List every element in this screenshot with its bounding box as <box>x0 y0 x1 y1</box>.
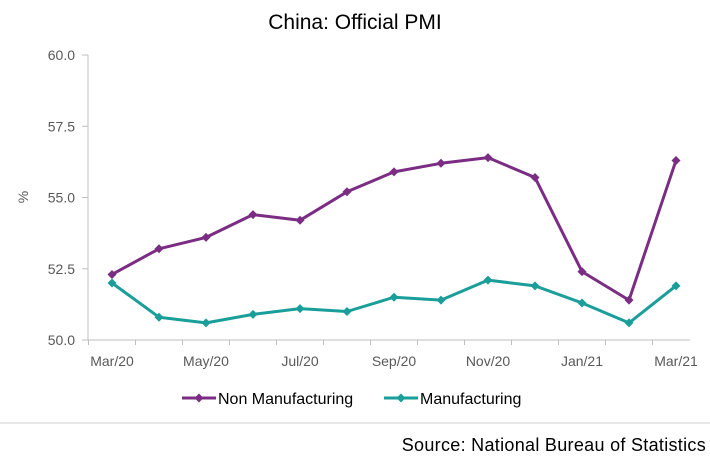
data-point-manufacturing <box>483 275 493 285</box>
y-tick-label: 60.0 <box>48 47 75 63</box>
data-point-manufacturing <box>671 281 681 291</box>
data-point-manufacturing <box>624 318 634 328</box>
x-tick-label: Jan/21 <box>561 353 603 369</box>
data-point-non-manufacturing <box>154 244 164 254</box>
legend: Non Manufacturing Manufacturing <box>182 391 521 408</box>
legend-label-manufacturing: Manufacturing <box>420 391 521 408</box>
y-axis-ticks: 50.0 52.5 55.0 57.5 60.0 <box>48 47 88 348</box>
x-tick-label: Sep/20 <box>372 353 417 369</box>
legend-marker-non-manufacturing <box>194 393 204 403</box>
x-tick-label: Mar/21 <box>654 353 698 369</box>
source-note: Source: National Bureau of Statistics <box>402 435 706 455</box>
data-point-manufacturing <box>154 312 164 322</box>
data-point-manufacturing <box>107 278 117 288</box>
y-tick-label: 57.5 <box>48 118 75 134</box>
y-tick-label: 50.0 <box>48 332 75 348</box>
data-point-manufacturing <box>389 292 399 302</box>
data-point-non-manufacturing <box>248 210 258 220</box>
data-point-non-manufacturing <box>671 155 681 165</box>
data-point-manufacturing <box>342 307 352 316</box>
data-point-manufacturing <box>295 304 305 314</box>
y-tick-label: 55.0 <box>48 190 75 206</box>
chart-title: China: Official PMI <box>268 11 442 34</box>
data-point-non-manufacturing <box>295 215 305 225</box>
x-tick-label: Nov/20 <box>466 353 511 369</box>
legend-marker-manufacturing <box>396 393 406 403</box>
data-point-non-manufacturing <box>342 187 352 197</box>
data-point-non-manufacturing <box>389 167 399 177</box>
data-point-non-manufacturing <box>201 232 211 242</box>
data-point-non-manufacturing <box>107 269 117 279</box>
data-point-manufacturing <box>530 281 540 291</box>
y-axis-label: % <box>15 191 31 203</box>
x-axis-ticks: Mar/20 May/20 Jul/20 Sep/20 Nov/20 Jan/21 Mar/… <box>88 340 698 369</box>
series-layer <box>107 153 681 328</box>
data-point-manufacturing <box>436 295 446 305</box>
data-point-manufacturing <box>577 298 587 308</box>
data-point-non-manufacturing <box>577 267 587 277</box>
x-tick-label: May/20 <box>183 353 229 369</box>
data-point-non-manufacturing <box>624 295 634 305</box>
data-point-non-manufacturing <box>483 153 493 163</box>
data-point-non-manufacturing <box>530 173 540 183</box>
data-point-manufacturing <box>248 309 258 319</box>
data-point-manufacturing <box>201 318 211 328</box>
data-point-non-manufacturing <box>436 158 446 168</box>
legend-label-non-manufacturing: Non Manufacturing <box>218 391 353 408</box>
x-tick-label: Jul/20 <box>281 353 319 369</box>
series-line-non-manufacturing <box>111 156 678 302</box>
x-tick-label: Mar/20 <box>90 353 134 369</box>
y-tick-label: 52.5 <box>48 261 75 277</box>
